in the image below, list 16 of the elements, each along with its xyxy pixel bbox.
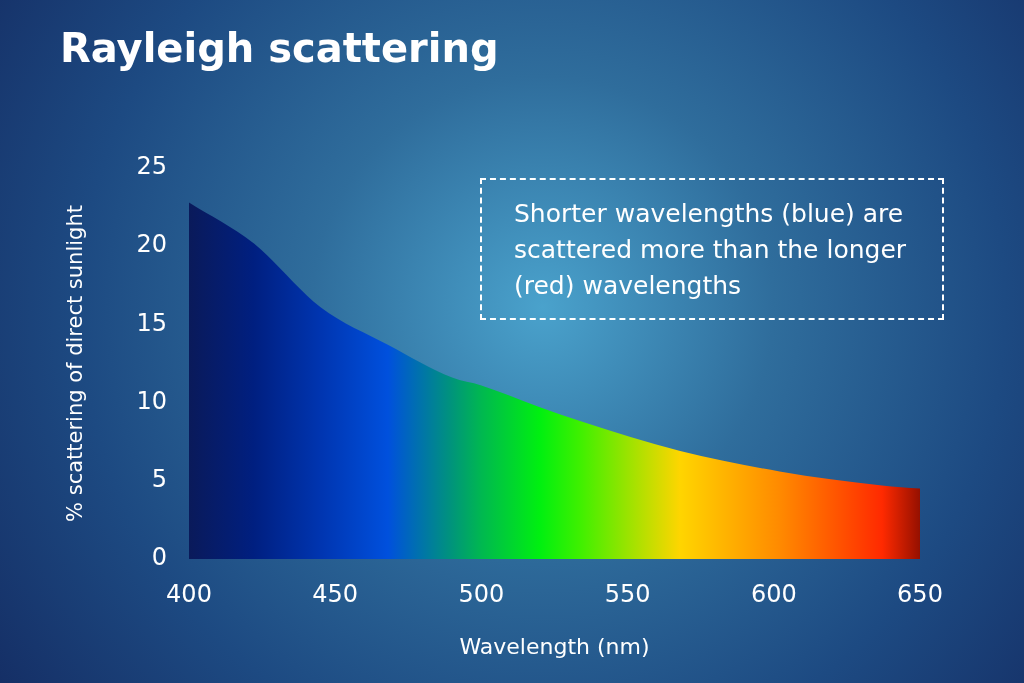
chart-title: Rayleigh scattering [60,25,499,72]
x-tick-label: 450 [312,579,359,608]
x-tick-label: 600 [750,579,797,608]
y-axis-title: % scattering of direct sunlight [63,205,88,522]
x-tick-label: 550 [604,579,651,608]
y-tick-label: 10 [136,386,167,415]
y-tick-label: 20 [136,230,167,259]
x-tick-label: 400 [166,579,212,608]
y-tick-label: 25 [136,152,167,181]
annotation: Shorter wavelengths (blue) are scattered more than the longer (red) wavelengths [480,178,944,320]
y-tick-label: 5 [151,465,167,494]
y-tick-label: 0 [151,543,167,572]
y-tick-label: 15 [136,308,167,337]
x-axis-title: Wavelength (nm) [459,633,650,659]
x-tick-label: 500 [458,579,505,608]
x-tick-label: 650 [897,579,943,608]
